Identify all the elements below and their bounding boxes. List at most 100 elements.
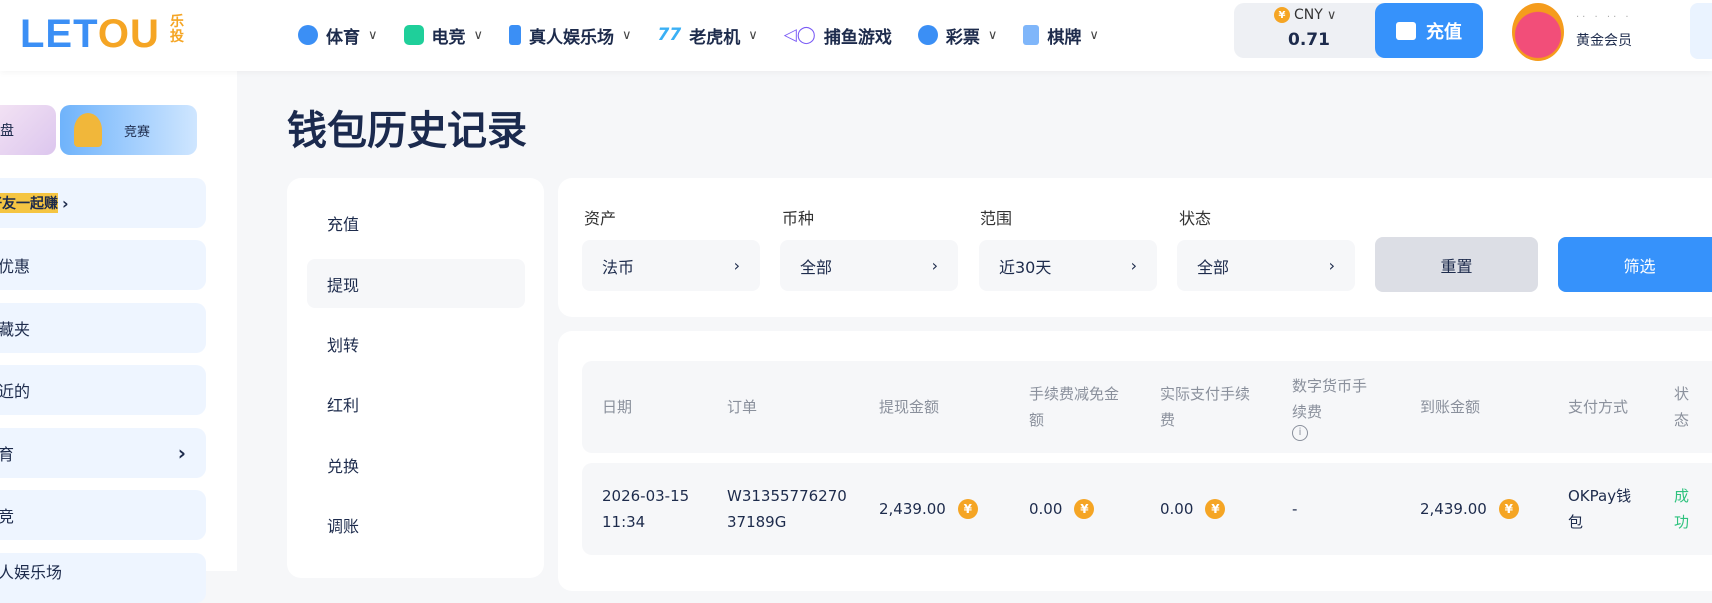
page-title: 钱包历史记录 bbox=[287, 108, 527, 154]
col-label: 数字货币手续费 bbox=[1292, 377, 1368, 421]
range-select[interactable]: 近30天 › bbox=[979, 240, 1157, 291]
select-value: 全部 bbox=[800, 257, 833, 277]
chevron-right-icon: › bbox=[1130, 256, 1137, 275]
avatar[interactable] bbox=[1512, 3, 1564, 61]
filter-button[interactable]: 筛选 bbox=[1558, 237, 1712, 292]
tab-deposit[interactable]: 充值 bbox=[327, 214, 360, 234]
range-label: 范围 bbox=[980, 209, 1013, 228]
row-received: 2,439.00 ¥ bbox=[1420, 463, 1519, 555]
username-masked: ·· · ·· · bbox=[1576, 12, 1632, 23]
currency-select[interactable]: 全部 › bbox=[780, 240, 958, 291]
trophy-icon bbox=[74, 113, 102, 147]
row-amount: 2,439.00 ¥ bbox=[879, 463, 978, 555]
tab-exchange[interactable]: 兑换 bbox=[327, 456, 360, 476]
filter-panel: 资产 币种 范围 状态 法币 › 全部 › 近30天 › 全部 › 重置 筛选 bbox=[558, 178, 1712, 317]
top-header: LETOU 乐投 体育 ∨ 电竞 ∨ 真人娱乐场 ∨ 77 老虎机 ∨ ◁◯ 捕鱼游戏 彩票 ∨… bbox=[0, 0, 1712, 71]
reset-button[interactable]: 重置 bbox=[1375, 237, 1538, 292]
currency-code: CNY bbox=[1294, 7, 1323, 23]
row-date: 2026-03-15 11:34 bbox=[602, 487, 690, 531]
amount-value: 2,439.00 bbox=[879, 500, 946, 518]
sidebar-item-favorites[interactable]: 收藏夹 bbox=[0, 303, 206, 353]
sidebar-item-recent[interactable]: 最近的 bbox=[0, 365, 206, 415]
deposit-label: 充值 bbox=[1426, 21, 1462, 43]
nav-lottery[interactable]: 彩票 ∨ bbox=[917, 16, 997, 54]
info-icon[interactable]: i bbox=[1292, 425, 1308, 441]
sidebar-item-live-casino[interactable]: 真人娱乐场 bbox=[0, 553, 206, 603]
chevron-right-icon: › bbox=[62, 193, 69, 213]
nav-live-casino[interactable]: 真人娱乐场 ∨ bbox=[509, 16, 632, 54]
select-value: 全部 bbox=[1197, 257, 1230, 277]
chevron-down-icon: ∨ bbox=[368, 27, 378, 43]
vip-level: 黄金会员 bbox=[1576, 33, 1632, 49]
refer-label: 推荐好友一起赚 bbox=[0, 193, 58, 213]
row-fee-paid: 0.00 ¥ bbox=[1160, 463, 1226, 555]
currency-selector[interactable]: ¥ CNY ∨ bbox=[1274, 7, 1336, 23]
nav-fishing[interactable]: ◁◯ 捕鱼游戏 bbox=[784, 16, 892, 54]
tab-withdraw[interactable]: 提现 bbox=[307, 259, 525, 308]
sidebar-item-label: 收藏夹 bbox=[0, 320, 31, 339]
asset-select[interactable]: 法币 › bbox=[582, 240, 760, 291]
main-nav: 体育 ∨ 电竞 ∨ 真人娱乐场 ∨ 77 老虎机 ∨ ◁◯ 捕鱼游戏 彩票 ∨ 棋牌 ∨ bbox=[298, 16, 1099, 54]
deposit-button[interactable]: 充值 bbox=[1375, 3, 1483, 58]
sidebar-item-sports[interactable]: 体育 › bbox=[0, 428, 206, 478]
nav-label: 电竞 bbox=[431, 27, 466, 48]
row-crypto-fee: - bbox=[1292, 500, 1298, 518]
sidebar-item-label: 体育 bbox=[0, 445, 15, 464]
col-method: 支付方式 bbox=[1568, 398, 1629, 416]
tab-transfer[interactable]: 划转 bbox=[327, 335, 360, 355]
currency-label: 币种 bbox=[782, 209, 815, 228]
status-select[interactable]: 全部 › bbox=[1177, 240, 1355, 291]
amount-value: 2,439.00 bbox=[1420, 500, 1487, 518]
sidebar-promo-wheel[interactable]: 转盘 bbox=[0, 105, 56, 155]
nav-label: 体育 bbox=[326, 27, 360, 48]
status-label: 状态 bbox=[1179, 209, 1212, 228]
col-date: 日期 bbox=[602, 398, 633, 416]
yuan-coin-icon: ¥ bbox=[1205, 499, 1226, 519]
nav-label: 捕鱼游戏 bbox=[823, 27, 892, 48]
table-header: 日期 订单 提现金额 手续费减免金额 实际支付手续费 数字货币手续费 i 到账金额… bbox=[582, 361, 1712, 453]
letou-logo[interactable]: LETOU 乐投 bbox=[20, 12, 185, 56]
nav-sports[interactable]: 体育 ∨ bbox=[298, 16, 378, 54]
row-status: 成功 bbox=[1674, 487, 1690, 531]
chevron-down-icon: ∨ bbox=[473, 27, 484, 43]
col-fee-waived: 手续费减免金额 bbox=[1029, 385, 1120, 429]
gamepad-icon bbox=[403, 25, 424, 45]
sidebar-item-label: 最近的 bbox=[0, 382, 31, 401]
tab-adjustment[interactable]: 调账 bbox=[327, 516, 360, 536]
chevron-down-icon: ∨ bbox=[748, 27, 758, 43]
select-value: 近30天 bbox=[999, 257, 1052, 277]
chevron-down-icon: ∨ bbox=[1326, 7, 1337, 23]
chevron-down-icon: ∨ bbox=[622, 27, 632, 43]
row-order: W3135577627037189G bbox=[727, 487, 847, 531]
nav-label: 老虎机 bbox=[689, 27, 741, 48]
sidebar-promo-contest[interactable]: 竞赛 bbox=[60, 105, 197, 155]
chevron-down-icon: ∨ bbox=[1089, 27, 1099, 43]
col-received: 到账金额 bbox=[1420, 398, 1481, 416]
yuan-coin-icon: ¥ bbox=[1274, 7, 1290, 23]
nav-label: 棋牌 bbox=[1047, 27, 1082, 48]
promo-label: 转盘 bbox=[0, 123, 14, 139]
yuan-coin-icon: ¥ bbox=[1074, 499, 1095, 519]
nav-slots[interactable]: 77 老虎机 ∨ bbox=[658, 16, 758, 54]
nav-label: 彩票 bbox=[945, 27, 980, 48]
nav-card-games[interactable]: 棋牌 ∨ bbox=[1023, 16, 1099, 54]
sidebar-item-new-promos[interactable]: 新优惠 bbox=[0, 240, 206, 290]
tie-icon bbox=[509, 25, 522, 45]
wallet-icon bbox=[1396, 21, 1416, 40]
row-fee-waived: 0.00 ¥ bbox=[1029, 463, 1095, 555]
col-fee-paid: 实际支付手续费 bbox=[1160, 385, 1251, 429]
nav-label: 真人娱乐场 bbox=[529, 27, 615, 48]
trophy-icon[interactable] bbox=[1690, 3, 1712, 59]
tab-bonus[interactable]: 红利 bbox=[327, 395, 360, 415]
table-row[interactable]: 2026-03-15 11:34 W3135577627037189G 2,43… bbox=[582, 463, 1712, 555]
cards-icon bbox=[1023, 25, 1040, 45]
sidebar-refer-banner[interactable]: 推荐好友一起赚› bbox=[0, 178, 206, 228]
lottery-ball-icon bbox=[917, 25, 938, 45]
balance-amount: 0.71 bbox=[1288, 30, 1330, 50]
yuan-coin-icon: ¥ bbox=[957, 499, 978, 519]
sidebar-item-label: 电竞 bbox=[0, 507, 15, 526]
nav-esports[interactable]: 电竞 ∨ bbox=[403, 16, 484, 54]
chevron-right-icon: › bbox=[1328, 256, 1335, 275]
slot-777-icon: 77 bbox=[657, 25, 682, 45]
sidebar-item-esports[interactable]: 电竞 bbox=[0, 490, 206, 540]
